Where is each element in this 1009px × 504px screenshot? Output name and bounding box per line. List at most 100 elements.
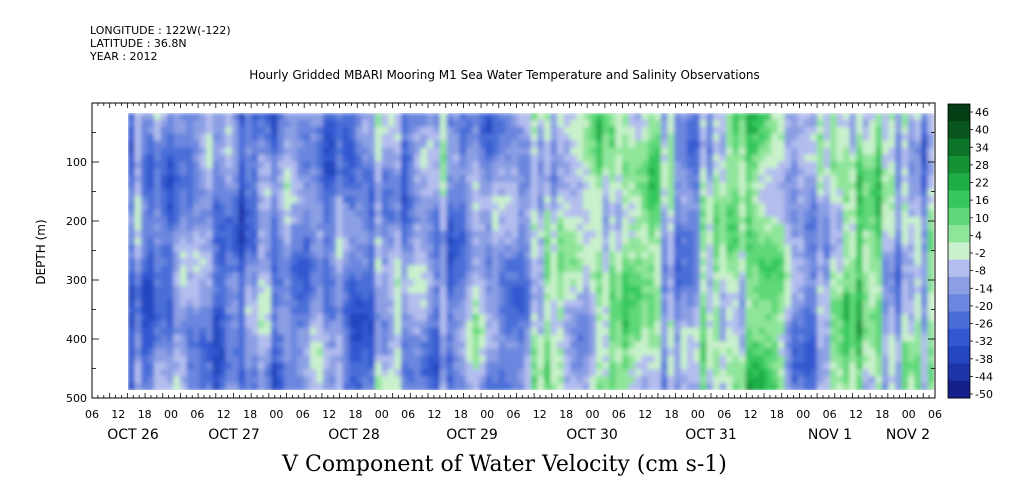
heatmap-cell — [797, 286, 805, 295]
heatmap-cell — [518, 209, 526, 218]
heatmap-cell — [414, 223, 422, 232]
heatmap-cell — [466, 265, 474, 274]
heatmap-cell — [602, 313, 610, 322]
heatmap-cell — [401, 383, 409, 390]
heatmap-cell — [427, 376, 435, 385]
heatmap-cell — [784, 251, 792, 260]
heatmap-cell — [303, 189, 311, 198]
heatmap-cell — [791, 182, 799, 191]
heatmap-cell — [732, 203, 740, 211]
heatmap-cell — [635, 140, 643, 149]
heatmap-cell — [355, 306, 363, 315]
heatmap-cell — [160, 383, 168, 390]
heatmap-cell — [303, 140, 311, 149]
heatmap-cell — [869, 327, 877, 336]
heatmap-cell — [596, 244, 604, 253]
heatmap-cell — [771, 369, 779, 378]
heatmap-cell — [862, 369, 870, 378]
heatmap-cell — [531, 293, 539, 301]
heatmap-cell — [440, 272, 448, 281]
heatmap-cell — [563, 244, 571, 253]
heatmap-cell — [303, 383, 311, 390]
heatmap-cell — [901, 133, 909, 142]
heatmap-cell — [739, 313, 747, 322]
heatmap-cell — [550, 293, 558, 301]
heatmap-cell — [388, 223, 396, 232]
heatmap-cell — [804, 133, 812, 142]
heatmap-cell — [615, 341, 623, 350]
heatmap-cell — [778, 313, 786, 322]
heatmap-cell — [381, 383, 389, 390]
heatmap-cell — [641, 119, 649, 128]
heatmap-cell — [446, 341, 454, 350]
heatmap-cell — [563, 223, 571, 232]
heatmap-cell — [329, 334, 337, 343]
heatmap-cell — [433, 286, 441, 295]
heatmap-cell — [765, 182, 773, 191]
heatmap-cell — [843, 279, 851, 288]
heatmap-cell — [778, 147, 786, 156]
heatmap-cell — [355, 334, 363, 343]
heatmap-cell — [232, 293, 240, 301]
heatmap-cell — [563, 203, 571, 211]
heatmap-cell — [375, 334, 383, 343]
heatmap-cell — [232, 216, 240, 225]
heatmap-cell — [557, 175, 565, 184]
heatmap-cell — [797, 147, 805, 156]
heatmap-cell — [238, 320, 246, 329]
heatmap-cell — [297, 251, 305, 260]
heatmap-cell — [667, 196, 675, 205]
heatmap-cell — [596, 383, 604, 390]
heatmap-cell — [706, 175, 714, 184]
heatmap-cell — [498, 182, 506, 191]
heatmap-cell — [199, 279, 207, 288]
heatmap-cell — [284, 251, 292, 260]
heatmap-cell — [849, 147, 857, 156]
heatmap-cell — [856, 355, 864, 364]
heatmap-cell — [713, 133, 721, 142]
heatmap-cell — [596, 251, 604, 260]
heatmap-cell — [804, 251, 812, 260]
heatmap-cell — [654, 154, 662, 163]
heatmap-cell — [433, 355, 441, 364]
heatmap-cell — [238, 272, 246, 281]
heatmap-cell — [440, 286, 448, 295]
heatmap-cell — [726, 355, 734, 364]
heatmap-cell — [420, 306, 428, 315]
heatmap-cell — [849, 133, 857, 142]
heatmap-cell — [394, 251, 402, 260]
heatmap-cell — [485, 313, 493, 322]
heatmap-cell — [908, 126, 916, 135]
heatmap-cell — [466, 313, 474, 322]
heatmap-cell — [713, 327, 721, 336]
heatmap-cell — [518, 348, 526, 357]
heatmap-cell — [141, 286, 149, 295]
heatmap-cell — [264, 140, 272, 149]
heatmap-cell — [895, 272, 903, 281]
heatmap-cell — [843, 126, 851, 135]
heatmap-cell — [791, 196, 799, 205]
heatmap-cell — [505, 327, 513, 336]
heatmap-cell — [394, 286, 402, 295]
heatmap-cell — [674, 272, 682, 281]
heatmap-cell — [297, 133, 305, 142]
heatmap-cell — [687, 369, 695, 378]
heatmap-cell — [329, 203, 337, 211]
heatmap-cell — [778, 189, 786, 198]
heatmap-cell — [440, 223, 448, 232]
heatmap-cell — [329, 265, 337, 274]
heatmap-cell — [186, 265, 194, 274]
heatmap-cell — [635, 293, 643, 301]
heatmap-cell — [336, 383, 344, 390]
heatmap-cell — [687, 223, 695, 232]
heatmap-cell — [888, 376, 896, 385]
heatmap-cell — [349, 223, 357, 232]
heatmap-cell — [563, 209, 571, 218]
heatmap-cell — [420, 119, 428, 128]
heatmap-cell — [466, 327, 474, 336]
heatmap-cell — [492, 147, 500, 156]
heatmap-cell — [895, 175, 903, 184]
heatmap-cell — [804, 383, 812, 390]
heatmap-cell — [284, 299, 292, 308]
heatmap-cell — [901, 223, 909, 232]
